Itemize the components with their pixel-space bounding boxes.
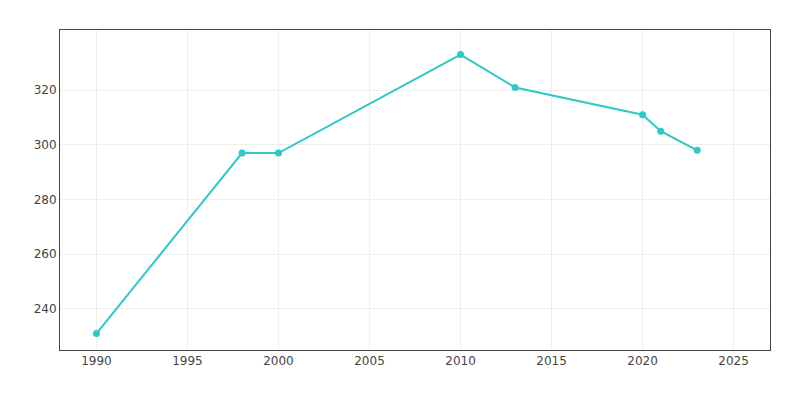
svg-text:2005: 2005 [354,354,385,368]
svg-text:240: 240 [34,302,57,316]
svg-text:260: 260 [34,247,57,261]
svg-text:1995: 1995 [172,354,203,368]
svg-text:280: 280 [34,193,57,207]
svg-text:1990: 1990 [81,354,112,368]
svg-text:2000: 2000 [263,354,294,368]
svg-text:2020: 2020 [627,354,658,368]
svg-text:2025: 2025 [718,354,749,368]
svg-text:300: 300 [34,138,57,152]
svg-text:2010: 2010 [445,354,476,368]
svg-text:320: 320 [34,83,57,97]
svg-text:2015: 2015 [536,354,567,368]
